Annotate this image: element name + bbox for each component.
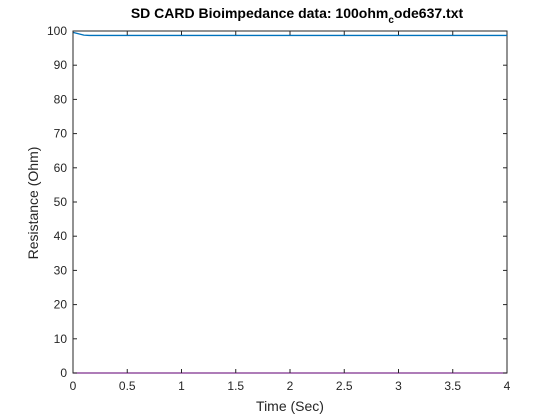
y-tick-label: 10	[54, 332, 68, 346]
chart-title: SD CARD Bioimpedance data: 100ohmcode637…	[131, 5, 464, 26]
y-tick-label: 70	[54, 127, 68, 141]
y-tick-label: 20	[54, 298, 68, 312]
x-tick-label: 3	[395, 379, 402, 393]
plot-area-box	[72, 30, 508, 374]
y-tick-label: 90	[54, 58, 68, 72]
y-tick-label: 50	[54, 195, 68, 209]
x-tick-label: 1.5	[227, 379, 244, 393]
y-axis-label: Resistance (Ohm)	[25, 147, 41, 260]
x-axis-label: Time (Sec)	[256, 398, 324, 414]
y-tick-label: 30	[54, 263, 68, 277]
chart-title-subscript: c	[388, 15, 394, 26]
series-line-1	[72, 31, 507, 37]
x-tick-label: 2	[287, 379, 294, 393]
y-tick-label: 40	[54, 229, 68, 243]
x-tick-label: 1	[178, 379, 185, 393]
y-tick-label: 100	[47, 24, 67, 38]
chart-title-tail: ode637.txt	[394, 5, 464, 21]
chart-title-main: SD CARD Bioimpedance data: 100ohm	[131, 5, 389, 21]
x-tick-label: 3.5	[444, 379, 461, 393]
y-tick-label: 0	[60, 366, 67, 380]
axes	[72, 30, 508, 374]
y-tick-label: 60	[54, 161, 68, 175]
x-tick-label: 0.5	[119, 379, 136, 393]
x-tick-label: 0	[70, 379, 77, 393]
x-tick-label: 2.5	[336, 379, 353, 393]
x-tick-label: 4	[504, 379, 511, 393]
y-tick-label: 80	[54, 92, 68, 106]
